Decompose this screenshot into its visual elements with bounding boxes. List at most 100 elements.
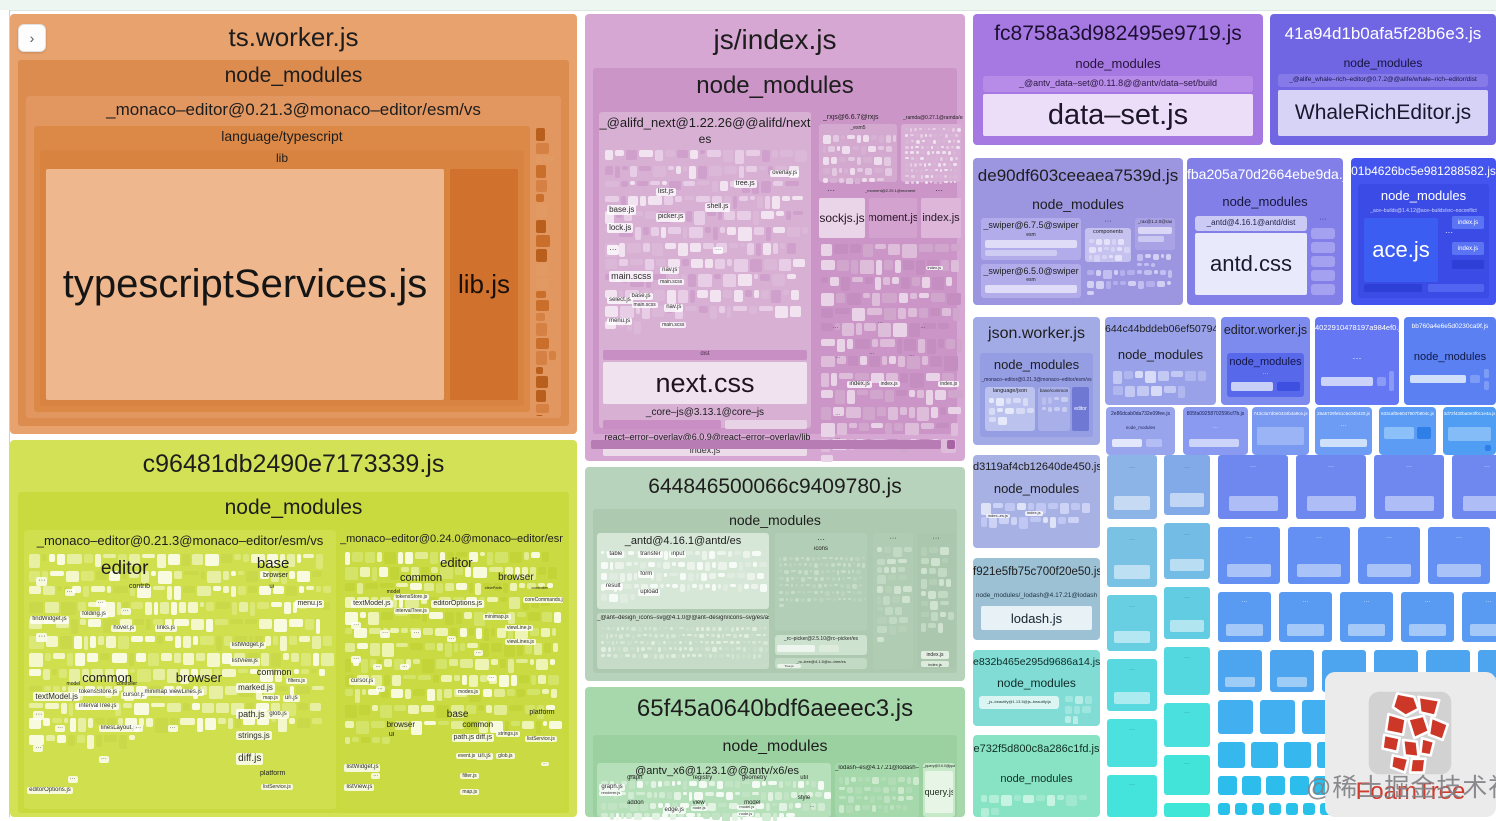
module-cell[interactable] — [841, 135, 844, 139]
module-cell[interactable] — [637, 647, 639, 652]
module-cell[interactable] — [726, 634, 731, 637]
group-alifd-next[interactable]: _@alifd_next@1.22.26@@alifd/next es list… — [599, 112, 811, 428]
module-cell[interactable] — [931, 146, 933, 149]
module-cell[interactable] — [601, 627, 605, 629]
module-label-cell[interactable]: ··· — [380, 630, 390, 637]
module-cell[interactable] — [839, 796, 846, 800]
module-label-cell[interactable]: viewLines.js — [168, 689, 204, 696]
module-mosaic[interactable] — [599, 625, 771, 671]
module-cell[interactable] — [889, 617, 897, 625]
file-sockjs[interactable]: sockjs.js — [819, 198, 865, 238]
module-cell[interactable] — [935, 175, 937, 179]
module-cell[interactable] — [905, 146, 909, 149]
module-cell[interactable] — [933, 140, 936, 144]
module-label-cell[interactable]: ··· — [351, 622, 361, 629]
module-cell[interactable] — [1109, 255, 1113, 258]
module-cell[interactable] — [758, 654, 761, 657]
chunk-footer-chip[interactable] — [947, 440, 955, 449]
module-label-cell[interactable]: base — [445, 709, 471, 721]
module-cell[interactable] — [888, 575, 895, 579]
chunk-box-small[interactable]: ··· — [1358, 527, 1420, 584]
module-cell[interactable] — [832, 577, 836, 581]
module-cell[interactable] — [1151, 386, 1162, 397]
module-label-cell[interactable]: listService.js — [261, 784, 293, 790]
file-lib-js[interactable]: lib.js — [450, 169, 518, 400]
module-cell[interactable] — [940, 157, 943, 161]
module-cell[interactable] — [643, 634, 647, 636]
module-cell[interactable] — [826, 577, 830, 580]
module-cell[interactable] — [654, 647, 656, 650]
module-cell[interactable] — [823, 168, 830, 174]
module-cell[interactable] — [839, 787, 845, 790]
module-label-cell[interactable]: path.js — [452, 734, 477, 742]
module-cell[interactable] — [863, 135, 870, 142]
module-label-cell[interactable]: list.js — [656, 188, 676, 196]
module-cell[interactable] — [658, 647, 661, 651]
module-cell[interactable] — [699, 634, 704, 639]
module-cell[interactable] — [634, 641, 638, 643]
module-cell[interactable] — [1066, 795, 1076, 806]
module-cell[interactable] — [898, 559, 908, 564]
module-cell[interactable] — [825, 563, 829, 566]
chunk-box-small[interactable] — [1218, 776, 1237, 795]
module-cell[interactable] — [892, 796, 897, 800]
module-cell[interactable] — [1104, 247, 1110, 250]
module-cell[interactable] — [798, 570, 802, 574]
module-cell[interactable] — [905, 157, 909, 159]
file-lodash-js[interactable]: lodash.js — [981, 606, 1092, 630]
module-cell[interactable] — [942, 151, 946, 154]
module-label-cell[interactable]: index.js — [938, 381, 959, 387]
module-cell[interactable] — [801, 598, 805, 603]
module-cell[interactable] — [841, 591, 845, 596]
module-mosaic[interactable] — [903, 126, 963, 184]
module-cell[interactable] — [946, 146, 949, 150]
chunk-box-small[interactable] — [1218, 700, 1253, 734]
module-cell[interactable] — [1158, 371, 1169, 381]
module-cell[interactable] — [931, 157, 933, 160]
module-cell[interactable] — [689, 647, 693, 651]
file-next-css[interactable]: next.css — [603, 362, 807, 404]
module-cell[interactable] — [930, 601, 938, 610]
chunk-box-small[interactable] — [1218, 742, 1245, 768]
module-cell[interactable] — [601, 647, 606, 651]
file-typescriptservices[interactable]: typescriptServices.js — [46, 169, 444, 400]
module-cell[interactable] — [953, 151, 956, 155]
module-cell[interactable] — [1057, 795, 1064, 800]
module-cell[interactable] — [704, 654, 707, 657]
chunk-box-small[interactable]: ··· — [1107, 527, 1157, 587]
module-cell[interactable] — [843, 598, 846, 600]
module-cell[interactable] — [716, 641, 721, 644]
module-cell[interactable] — [1198, 371, 1207, 381]
module-cell[interactable] — [1137, 254, 1143, 261]
module-cell[interactable] — [940, 547, 949, 555]
module-label-cell[interactable]: common — [398, 572, 444, 585]
module-cell[interactable] — [920, 169, 923, 173]
module-cell[interactable] — [536, 313, 545, 322]
module-cell[interactable] — [921, 151, 925, 154]
module-cell[interactable] — [853, 591, 856, 595]
module-cell[interactable] — [858, 777, 862, 782]
module-label-cell[interactable]: editorOptions.js — [431, 600, 484, 608]
module-cell[interactable] — [883, 787, 889, 793]
inner-strip[interactable] — [777, 645, 815, 652]
module-cell[interactable] — [864, 787, 871, 791]
module-cell[interactable] — [724, 627, 729, 630]
module-cell[interactable] — [1164, 386, 1175, 394]
module-cell[interactable] — [743, 647, 746, 652]
module-cell[interactable] — [898, 787, 904, 794]
group-language-typescript[interactable]: language/typescript lib typescriptServic… — [34, 126, 530, 412]
module-cell[interactable] — [859, 584, 861, 587]
module-label-cell[interactable]: index.js — [879, 381, 900, 387]
module-cell[interactable] — [814, 570, 818, 575]
components-box[interactable]: components — [1085, 228, 1131, 262]
module-label-cell[interactable]: findWidget.js — [30, 616, 68, 623]
module-cell[interactable] — [895, 607, 902, 615]
module-cell[interactable] — [736, 641, 740, 644]
module-label-cell[interactable]: platform — [258, 770, 287, 778]
module-cell[interactable] — [812, 584, 816, 588]
module-cell[interactable] — [812, 557, 815, 561]
module-label-cell[interactable]: browser — [385, 720, 417, 730]
module-cell[interactable] — [610, 634, 612, 638]
module-label-cell[interactable]: links.js — [155, 625, 177, 632]
file-data-set[interactable]: data–set.js — [983, 94, 1253, 136]
